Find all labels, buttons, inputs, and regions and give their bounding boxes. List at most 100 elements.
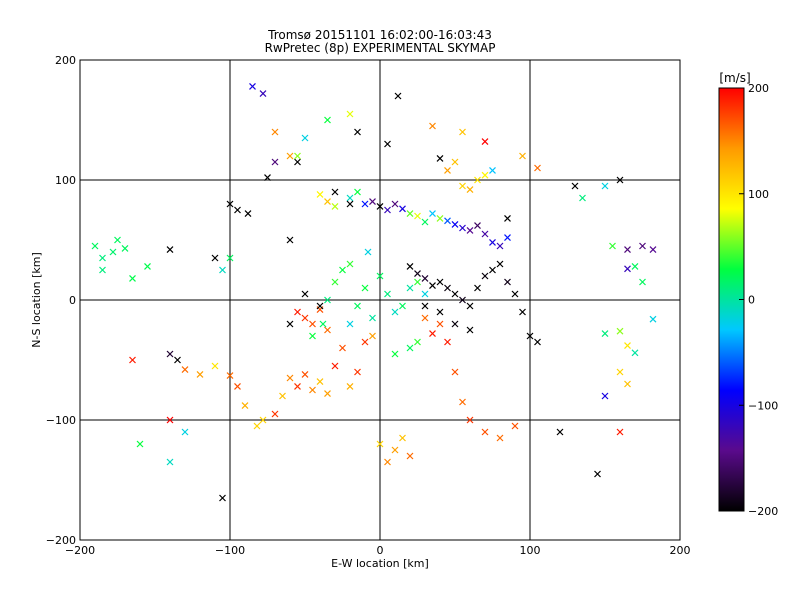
marker-stroke: [364, 248, 372, 256]
marker-stroke: [264, 174, 271, 182]
data-point: [301, 134, 309, 142]
marker-stroke: [459, 182, 466, 190]
data-point: [331, 278, 339, 286]
data-point: [429, 282, 436, 290]
data-point: [319, 320, 327, 328]
marker-stroke: [511, 290, 519, 298]
marker-stroke: [346, 200, 354, 208]
marker-stroke: [451, 290, 459, 298]
data-point: [616, 176, 624, 184]
marker-stroke: [504, 278, 511, 286]
data-point: [361, 200, 369, 208]
marker-stroke: [324, 198, 331, 206]
data-point: [474, 222, 481, 230]
data-point: [354, 128, 361, 136]
data-point: [369, 332, 376, 340]
data-point: [444, 166, 451, 174]
colorbar-tick-label: 100: [748, 188, 769, 201]
data-point: [394, 92, 402, 100]
data-point: [466, 416, 474, 424]
marker-stroke: [376, 440, 384, 448]
data-point: [376, 272, 384, 280]
marker-stroke: [414, 270, 421, 278]
data-point: [324, 198, 331, 206]
marker-stroke: [459, 296, 466, 304]
marker-stroke: [369, 198, 376, 206]
marker-stroke: [496, 434, 504, 442]
data-point: [286, 320, 294, 328]
marker-stroke: [534, 338, 541, 346]
data-point: [601, 330, 609, 338]
marker-stroke: [294, 152, 301, 160]
data-point: [421, 274, 429, 282]
marker-stroke: [301, 314, 309, 322]
marker-stroke: [121, 244, 129, 252]
colorbar-tick-label: −200: [748, 505, 778, 518]
marker-stroke: [226, 254, 234, 262]
marker-stroke: [286, 320, 294, 328]
data-point: [324, 116, 331, 124]
data-point: [294, 382, 301, 390]
data-point: [271, 410, 279, 418]
marker-stroke: [271, 410, 279, 418]
marker-stroke: [354, 302, 361, 310]
marker-stroke: [429, 210, 436, 218]
marker-stroke: [504, 214, 511, 222]
marker-stroke: [406, 284, 414, 292]
data-point: [649, 315, 657, 323]
data-point: [436, 214, 444, 222]
data-point: [421, 302, 429, 310]
data-point: [406, 344, 414, 352]
data-point: [466, 302, 474, 310]
marker-stroke: [444, 217, 451, 225]
marker-stroke: [271, 128, 279, 136]
marker-stroke: [376, 272, 384, 280]
data-point: [489, 266, 496, 274]
y-tick-label: 200: [55, 54, 76, 67]
marker-stroke: [391, 446, 399, 454]
marker-stroke: [259, 416, 267, 424]
data-point: [556, 428, 564, 436]
data-point: [219, 266, 226, 274]
data-point: [309, 332, 316, 340]
data-point: [316, 302, 324, 310]
data-point: [649, 246, 657, 254]
marker-stroke: [144, 262, 151, 270]
marker-stroke: [451, 220, 459, 228]
marker-stroke: [354, 188, 361, 196]
data-point: [496, 434, 504, 442]
data-point: [429, 330, 436, 338]
marker-stroke: [526, 332, 534, 340]
marker-stroke: [211, 362, 219, 370]
data-point: [511, 422, 519, 430]
marker-stroke: [481, 138, 489, 146]
marker-stroke: [489, 166, 496, 174]
marker-stroke: [234, 206, 241, 214]
chart-title: Tromsø 20151101 16:02:00-16:03:43: [267, 28, 492, 42]
grid-lines: [80, 60, 680, 540]
data-point: [481, 428, 489, 436]
data-point: [364, 248, 372, 256]
data-point: [166, 350, 174, 358]
data-point: [639, 242, 646, 250]
marker-stroke: [376, 202, 384, 210]
marker-stroke: [624, 265, 631, 273]
data-point: [526, 332, 534, 340]
data-point: [534, 164, 541, 172]
marker-stroke: [324, 390, 331, 398]
marker-stroke: [211, 254, 219, 262]
data-point: [519, 308, 526, 316]
data-point: [211, 254, 219, 262]
data-point: [294, 308, 301, 316]
data-point: [219, 494, 226, 502]
data-point: [301, 370, 309, 378]
data-point: [631, 349, 639, 357]
marker-stroke: [181, 366, 189, 374]
marker-stroke: [459, 224, 466, 232]
marker-stroke: [601, 330, 609, 338]
data-point: [376, 440, 384, 448]
data-point: [129, 274, 136, 282]
data-point: [121, 244, 129, 252]
marker-stroke: [616, 368, 624, 376]
marker-stroke: [324, 326, 331, 334]
